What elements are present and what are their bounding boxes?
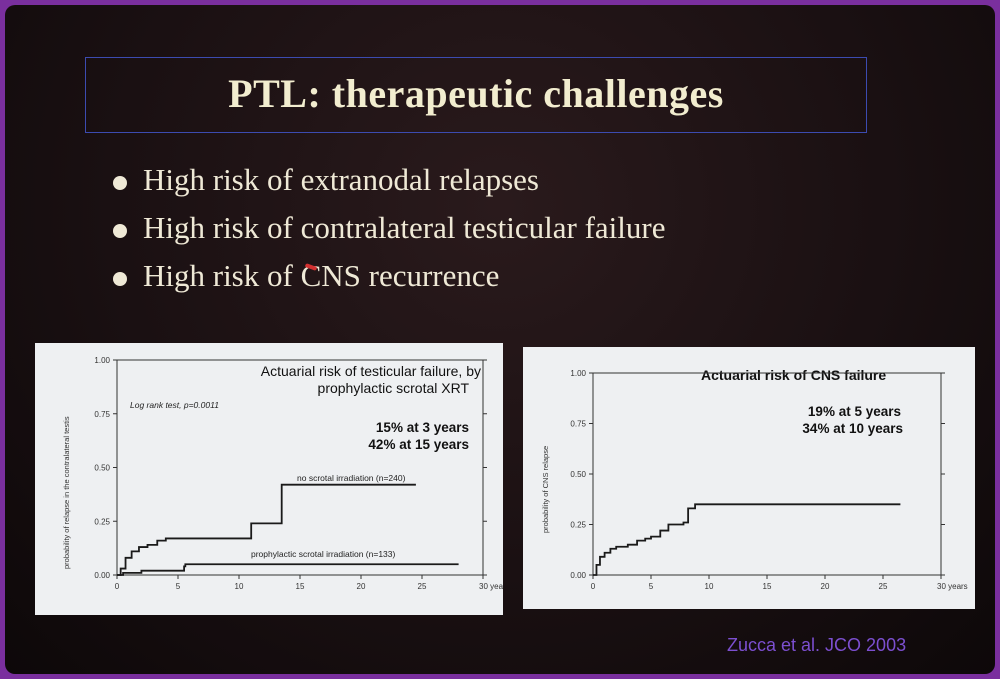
x-tick-label: 0 [591,582,596,591]
series-label-no-irradiation: no scrotal irradiation (n=240) [297,473,406,483]
series-label-prophylactic: prophylactic scrotal irradiation (n=133) [251,549,396,559]
chart-title: Actuarial risk of CNS failure [701,367,886,383]
bullet-item: High risk of contralateral testicular fa… [113,210,665,258]
bullet-dot-icon [113,272,127,286]
bullet-text: High risk of extranodal relapses [143,162,539,197]
bullet-list: High risk of extranodal relapses High ri… [113,162,665,306]
y-tick-label: 0.75 [570,420,586,429]
series-line-2 [117,563,459,576]
y-tick-label: 1.00 [570,369,586,378]
annotation-10-years: 34% at 10 years [802,421,903,436]
x-tick-label: 10 [235,582,244,591]
testicular-failure-chart: Actuarial risk of testicular failure, by… [35,343,503,615]
y-tick-label: 0.50 [570,470,586,479]
y-axis-label: probability of CNS relapse [541,446,550,533]
y-tick-label: 1.00 [94,356,110,365]
annotation-15-years: 42% at 15 years [368,437,469,452]
bullet-item: High risk of extranodal relapses [113,162,665,210]
x-tick-label: 20 [821,582,830,591]
cns-failure-chart: Actuarial risk of CNS failure 19% at 5 y… [523,347,975,609]
series-line-1 [117,483,416,576]
bullet-dot-icon [113,176,127,190]
x-tick-label: 5 [176,582,181,591]
y-axis-label: probability of relapse in the contralate… [62,416,71,569]
plot-area-1: 0 5 10 15 20 25 30 years 0.00 0.25 0.50 0.75 1.00 [94,356,503,591]
bullet-dot-icon [113,224,127,238]
y-tick-label: 0.50 [94,464,110,473]
x-tick-label: 20 [357,582,366,591]
bullet-item: High risk of CNS recurrence [113,258,665,306]
chart-svg-1: Actuarial risk of testicular failure, by… [62,356,503,591]
plot-area-2: 0 5 10 15 20 25 30 years 0.00 0.25 0.50 0.75 1.00 [570,369,967,591]
y-tick-label: 0.25 [570,521,586,530]
y-tick-label: 0.25 [94,517,110,526]
x-tick-label: 15 [763,582,772,591]
annotation-3-years: 15% at 3 years [376,420,469,435]
chart-title-line-1: Actuarial risk of testicular failure, by [261,363,481,379]
x-tick-label: 5 [649,582,654,591]
chart-svg-2: Actuarial risk of CNS failure 19% at 5 y… [541,367,968,591]
x-tick-label: 30 years [937,582,968,591]
title-box: PTL: therapeutic challenges [85,57,867,133]
x-tick-label: 15 [296,582,305,591]
slide: PTL: therapeutic challenges High risk of… [5,5,995,674]
slide-title: PTL: therapeutic challenges [228,71,724,116]
y-tick-label: 0.00 [94,571,110,580]
y-tick-label: 0.75 [94,410,110,419]
chart-title-line-2: prophylactic scrotal XRT [318,380,470,396]
x-tick-label: 0 [115,582,120,591]
x-tick-label: 25 [418,582,427,591]
annotation-5-years: 19% at 5 years [808,404,901,419]
y-tick-label: 0.00 [570,571,586,580]
series-line-1 [593,503,901,576]
bullet-text: High risk of CNS recurrence [143,258,500,293]
x-tick-label: 10 [705,582,714,591]
citation: Zucca et al. JCO 2003 [727,635,907,655]
x-tick-label: 25 [879,582,888,591]
x-tick-label: 30 years [479,582,503,591]
bullet-text: High risk of contralateral testicular fa… [143,210,666,245]
log-rank-note: Log rank test, p=0.0011 [130,400,219,410]
